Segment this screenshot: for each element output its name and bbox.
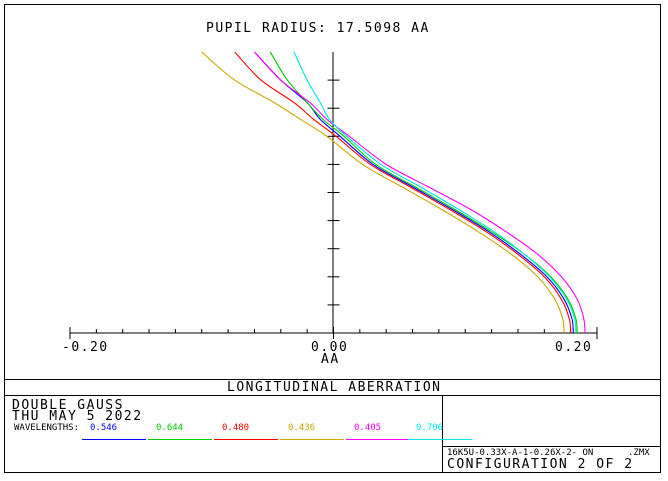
plot-name: LONGITUDINAL ABERRATION xyxy=(227,380,442,395)
wavelength-value: 0.405 xyxy=(354,423,382,433)
wavelength-value: 0.436 xyxy=(288,423,316,433)
plot-frame xyxy=(4,4,661,473)
wavelength-item: 0.480 xyxy=(214,422,278,442)
plot-date: THU MAY 5 2022 xyxy=(12,409,143,424)
wavelength-value: 0.480 xyxy=(222,423,250,433)
wavelength-value: 0.706 xyxy=(416,423,444,433)
footer-divider xyxy=(442,395,443,473)
series-line-0.706 xyxy=(293,51,577,334)
x-tick-label-right: 0.20 xyxy=(555,340,593,355)
wavelength-value: 0.546 xyxy=(90,423,118,433)
wavelength-swatch xyxy=(214,439,278,440)
series-line-0.405 xyxy=(254,51,586,334)
wavelength-swatch xyxy=(82,439,146,440)
wavelength-value: 0.644 xyxy=(156,423,184,433)
wavelength-legend: 0.546 0.644 0.480 0.436 0.405 0.706 xyxy=(80,422,475,442)
series-line-0.546 xyxy=(254,51,574,334)
wavelength-item: 0.644 xyxy=(148,422,212,442)
wavelengths-label: WAVELENGTHS: xyxy=(14,423,80,433)
series-line-0.480 xyxy=(234,51,572,334)
series-line-0.436 xyxy=(201,51,565,334)
file-name: 16K5U-0.33X-A-1-0.26X-2- ON xyxy=(447,448,594,458)
wavelength-swatch xyxy=(408,439,472,440)
wavelength-swatch xyxy=(280,439,344,440)
lens-title: DOUBLE GAUSS xyxy=(12,398,124,413)
wavelength-item: 0.546 xyxy=(82,422,146,442)
series-line-0.644 xyxy=(269,51,578,334)
chart-title: PUPIL RADIUS: 17.5098 AA xyxy=(206,21,430,36)
wavelength-item: 0.706 xyxy=(408,422,472,442)
footer-right-border xyxy=(442,446,660,447)
wavelength-item: 0.405 xyxy=(346,422,410,442)
footer-title-border xyxy=(5,395,660,396)
footer-top-border xyxy=(5,379,660,380)
wavelength-item: 0.436 xyxy=(280,422,344,442)
wavelength-swatch xyxy=(346,439,410,440)
x-axis-unit: AA xyxy=(321,352,340,367)
x-tick-label-left: -0.20 xyxy=(62,340,109,355)
configuration-label: CONFIGURATION 2 OF 2 xyxy=(447,457,634,472)
wavelength-swatch xyxy=(148,439,212,440)
file-extension: .ZMX xyxy=(628,448,650,458)
x-tick-label-center: 0.00 xyxy=(311,340,349,355)
